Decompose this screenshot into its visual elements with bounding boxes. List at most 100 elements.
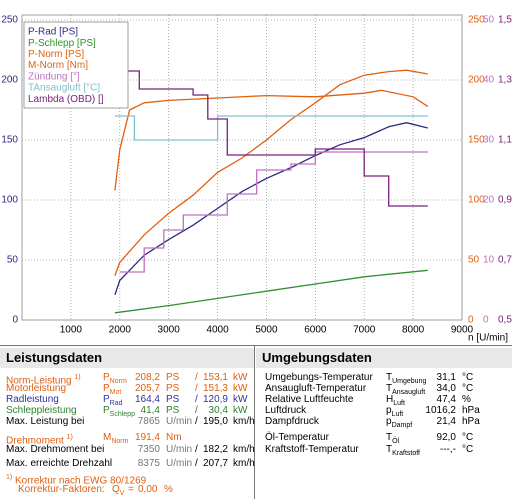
separator: / xyxy=(195,405,198,416)
section-header: Leistungsdaten xyxy=(0,348,254,368)
y2-tick-label: 0,9 xyxy=(498,195,512,206)
data-tables: Leistungsdaten Umgebungsdaten Norm-Leistun… xyxy=(0,345,512,499)
factor-label: Korrektur-Faktoren: xyxy=(18,484,105,495)
symbol-subscript: Dampf xyxy=(391,422,413,429)
separator: / xyxy=(195,444,198,455)
unit: °C xyxy=(462,372,474,383)
symbol-subscript: Luft xyxy=(393,400,405,407)
symbol: MNorm xyxy=(103,432,128,447)
y2-tick-label: 10 xyxy=(483,255,495,266)
series-line xyxy=(114,122,428,296)
legend-entry: P-Schlepp [PS] xyxy=(28,38,96,49)
unit: km/h xyxy=(233,444,255,455)
symbol-letter: P xyxy=(103,372,110,383)
symbol-letter: H xyxy=(386,394,394,405)
value: 207,7 xyxy=(202,458,228,469)
value: 30,4 xyxy=(208,405,228,416)
symbol: pDampf xyxy=(386,416,412,431)
x-tick-label: 3000 xyxy=(158,325,181,336)
value: 34,0 xyxy=(436,383,456,394)
symbol-letter: T xyxy=(386,444,393,455)
unit: kW xyxy=(233,383,248,394)
row-label: Relative Luftfeuchte xyxy=(265,394,354,405)
symbol-subscript: Schlepp xyxy=(109,411,135,418)
row-label: Radleistung xyxy=(6,394,59,405)
unit: °C xyxy=(462,432,474,443)
row-label: Luftdruck xyxy=(265,405,307,416)
footnote-ref: 1) xyxy=(66,434,73,441)
symbol: HLuft xyxy=(386,394,405,409)
y2-tick-label: 1,3 xyxy=(498,75,512,86)
unit: kW xyxy=(233,372,248,383)
y2-tick-label: 50 xyxy=(483,15,495,26)
separator: / xyxy=(195,416,198,427)
row-label: Motorleistung xyxy=(6,383,67,394)
section-header: Umgebungsdaten xyxy=(256,348,512,368)
y2-tick-label: 1,1 xyxy=(498,135,512,146)
symbol: PMot xyxy=(103,383,121,398)
symbol: TÖl xyxy=(386,432,399,447)
value: 92,0 xyxy=(436,432,456,443)
row-label: Dampfdruck xyxy=(265,416,319,427)
unit: hPa xyxy=(462,416,480,427)
y-tick-label: 200 xyxy=(1,75,18,86)
symbol-letter: p xyxy=(386,416,392,427)
x-tick-label: 5000 xyxy=(255,325,278,336)
x-tick-label: 4000 xyxy=(206,325,229,336)
y2-tick-label: 1,5 xyxy=(498,15,512,26)
value: ---,- xyxy=(439,444,456,455)
factor-unit: % xyxy=(164,484,173,495)
value: 31,1 xyxy=(436,372,456,383)
value: 7865 xyxy=(137,416,160,427)
unit: PS xyxy=(166,405,180,416)
y2-tick-label: 250 xyxy=(468,15,485,26)
y2-tick-label: 0 xyxy=(468,315,474,326)
series-line xyxy=(114,269,428,314)
y-tick-label: 50 xyxy=(7,255,19,266)
y2-tick-label: 0,5 xyxy=(498,315,512,326)
symbol-subscript: Ansaugluft xyxy=(392,389,426,396)
symbol-subscript: Kraftstoff xyxy=(392,450,420,457)
row-label: Max. Drehmoment bei xyxy=(6,444,105,455)
symbol: PNorm xyxy=(103,372,127,387)
separator: / xyxy=(195,394,198,405)
symbol-subscript: Norm xyxy=(109,378,127,385)
unit: °C xyxy=(462,383,474,394)
legend-entry: TAnsaugluft [°C] xyxy=(28,83,100,94)
row-label: Max. Leistung bei xyxy=(6,416,85,427)
value: 120,9 xyxy=(202,394,228,405)
symbol-letter: M xyxy=(103,432,112,443)
y2-tick-label: 40 xyxy=(483,75,495,86)
footnote-ref: 1) xyxy=(74,374,81,381)
value: 164,4 xyxy=(134,394,160,405)
unit: U/min xyxy=(166,444,193,455)
legend-entry: Lambda (OBD) [] xyxy=(28,94,104,105)
symbol-subscript: Öl xyxy=(392,438,400,445)
value: 208,2 xyxy=(134,372,160,383)
y2-tick-label: 50 xyxy=(468,255,480,266)
unit: U/min xyxy=(166,458,193,469)
footnote-text: Korrektur nach EWG 80/1269 xyxy=(15,475,147,487)
y-tick-label: 100 xyxy=(1,195,18,206)
symbol-subscript: Umgebung xyxy=(392,378,427,385)
legend-entry: M-Norm [Nm] xyxy=(28,60,88,71)
unit: kW xyxy=(233,394,248,405)
value: 151,3 xyxy=(202,383,228,394)
legend-entry: P-Rad [PS] xyxy=(28,27,78,38)
y2-tick-label: 20 xyxy=(483,195,495,206)
unit: kW xyxy=(233,405,248,416)
separator: / xyxy=(195,458,198,469)
divider xyxy=(254,346,255,499)
row-label: Öl-Temperatur xyxy=(265,432,329,443)
y-tick-label: 150 xyxy=(1,135,18,146)
value: 8375 xyxy=(137,458,160,469)
value: 1016,2 xyxy=(425,405,456,416)
value: 41,4 xyxy=(140,405,160,416)
symbol: TKraftstoff xyxy=(386,444,420,459)
footnote-ref: 1) xyxy=(6,474,13,481)
row-label: Drehmoment 1) xyxy=(6,434,73,447)
symbol: QV xyxy=(112,484,124,499)
value: 191,4 xyxy=(134,432,160,443)
